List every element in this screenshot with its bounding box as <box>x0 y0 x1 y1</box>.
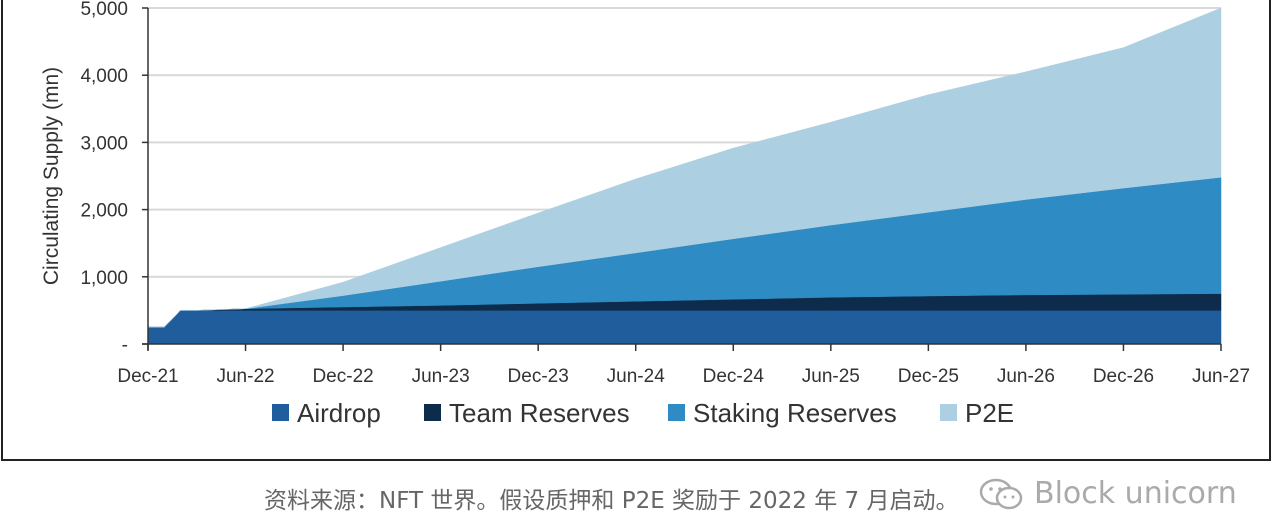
x-tick-label: Jun-25 <box>802 366 860 387</box>
x-tick-label: Dec-23 <box>508 366 569 387</box>
legend-item-team-reserves: Team Reserves <box>424 398 630 428</box>
x-tick-label: Dec-26 <box>1093 366 1154 387</box>
y-axis-label: Circulating Supply (mn) <box>40 67 63 285</box>
legend-label: Airdrop <box>297 398 381 428</box>
axis-layer: - 1,000 2,000 3,000 4,000 5,000 Dec-21 Jun-22 De… <box>80 0 1250 387</box>
area-layer <box>147 7 1222 345</box>
x-tick-label: Jun-27 <box>1192 366 1250 387</box>
legend-label: Staking Reserves <box>693 398 897 428</box>
x-tick-label: Jun-24 <box>607 366 666 387</box>
watermark-text: Block unicorn <box>1034 476 1237 511</box>
area-p2e <box>148 7 1222 328</box>
legend-swatch <box>424 404 441 421</box>
legend-item-airdrop: Airdrop <box>272 398 381 428</box>
area-airdrop <box>147 310 1222 345</box>
legend-swatch <box>272 404 289 421</box>
x-tick-label: Dec-21 <box>117 366 178 387</box>
watermark: Block unicorn <box>978 476 1237 511</box>
legend-label: P2E <box>965 398 1014 428</box>
legend: Airdrop Team Reserves Staking Reserves P2E <box>272 398 1014 428</box>
source-caption: 资料来源：NFT 世界。假设质押和 P2E 奖励于 2022 年 7 月启动。 <box>264 488 959 514</box>
y-tick-label: 3,000 <box>80 133 128 154</box>
chart-frame: - 1,000 2,000 3,000 4,000 5,000 Dec-21 Jun-22 De… <box>1 0 1271 461</box>
legend-item-staking-reserves: Staking Reserves <box>668 398 897 428</box>
y-tick-label: 4,000 <box>80 66 128 87</box>
legend-swatch <box>940 404 957 421</box>
y-tick-label: 2,000 <box>80 201 128 222</box>
legend-swatch <box>668 404 685 421</box>
y-tick-label: - <box>122 335 128 356</box>
y-tick-label: 5,000 <box>80 0 128 20</box>
x-tick-label: Jun-26 <box>997 366 1055 387</box>
wechat-icon <box>979 478 1023 509</box>
y-tick-label: 1,000 <box>80 268 128 289</box>
legend-item-p2e: P2E <box>940 398 1014 428</box>
chart-svg: - 1,000 2,000 3,000 4,000 5,000 Dec-21 Jun-22 De… <box>1 0 1271 461</box>
x-tick-label: Dec-24 <box>703 366 765 387</box>
x-tick-label: Dec-22 <box>312 366 373 387</box>
legend-label: Team Reserves <box>449 398 630 428</box>
x-tick-label: Jun-22 <box>216 366 274 387</box>
x-tick-label: Jun-23 <box>412 366 470 387</box>
chart-border <box>1 0 1271 461</box>
x-tick-label: Dec-25 <box>898 366 959 387</box>
